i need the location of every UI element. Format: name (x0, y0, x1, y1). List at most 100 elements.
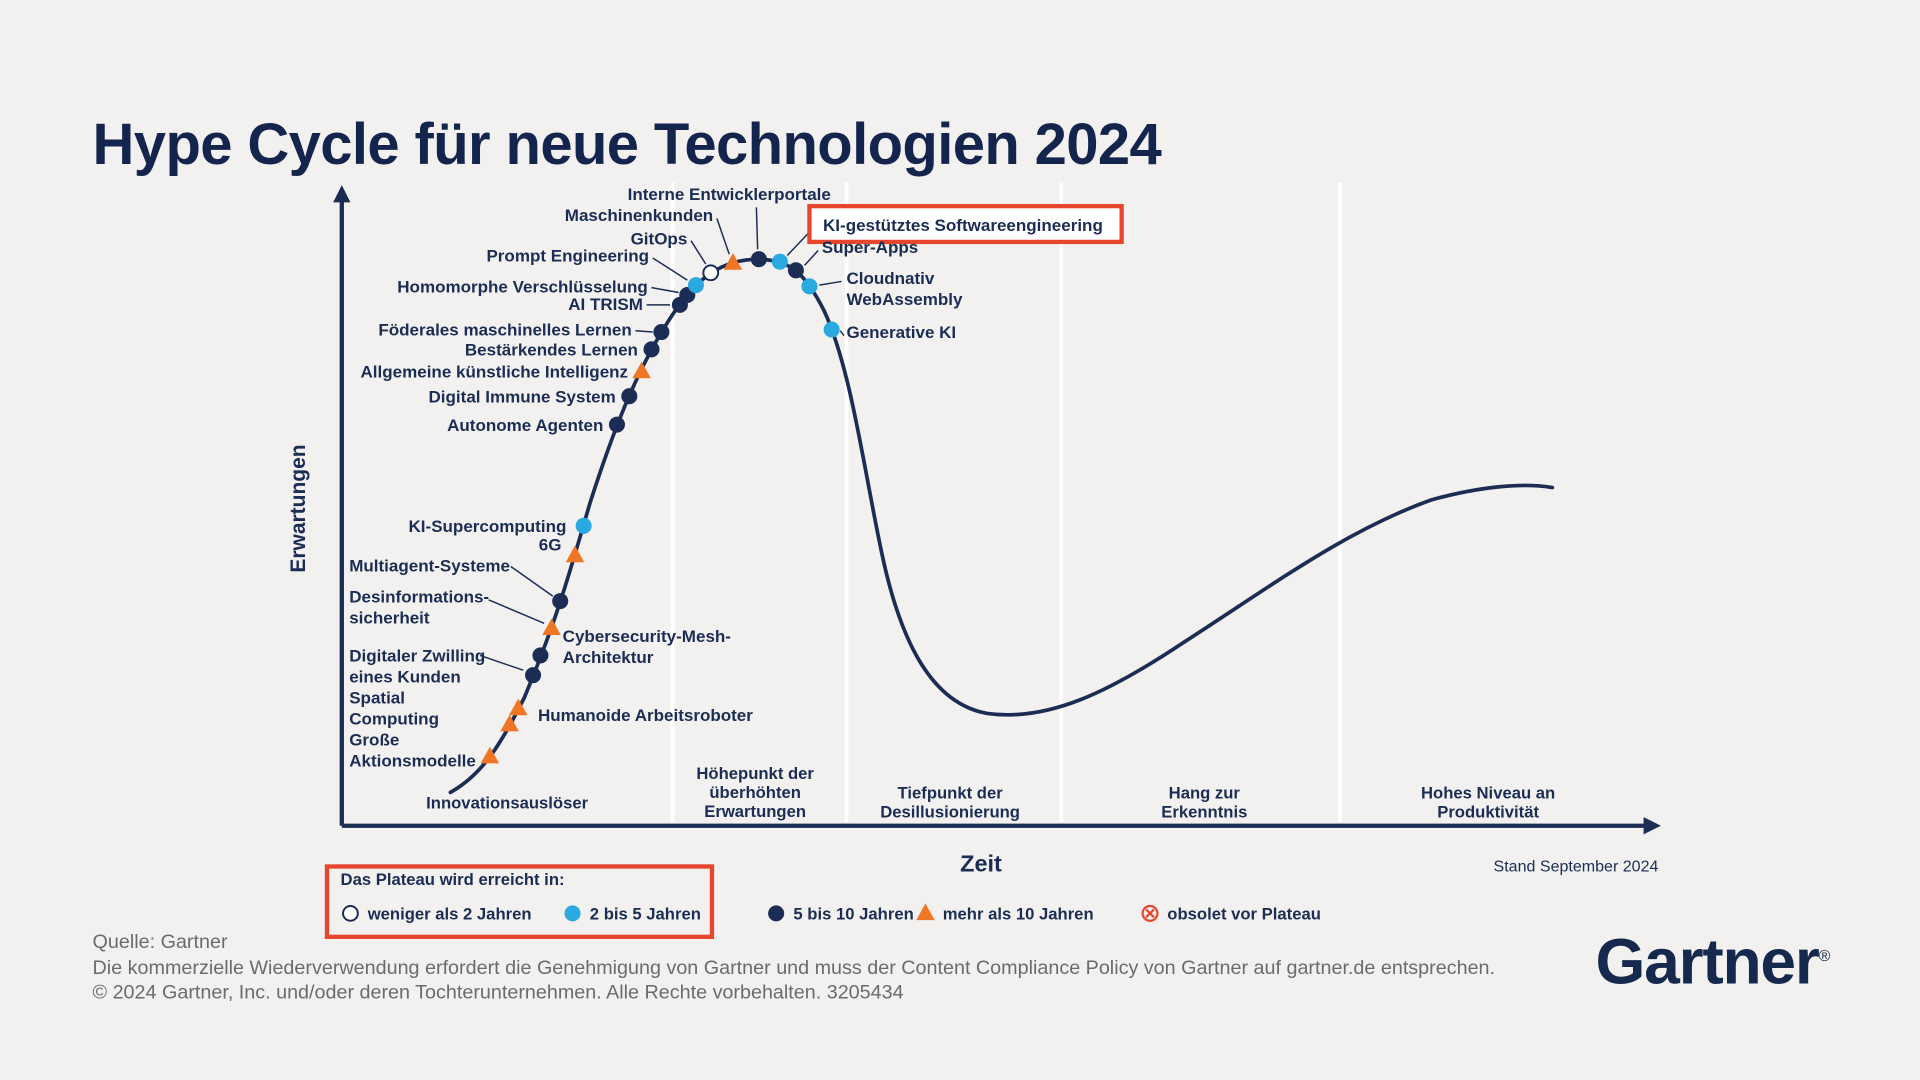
point-marker-5to10 (643, 341, 660, 358)
label-connector (803, 250, 819, 266)
label-connector (690, 240, 707, 265)
phase-label-2: Tiefpunkt der (898, 784, 1004, 803)
legend-marker-less2 (342, 904, 359, 922)
label-connector (786, 231, 810, 257)
point-marker-more10 (542, 618, 561, 636)
footer: Quelle: Gartner Die kommerzielle Wiederv… (93, 931, 1495, 1007)
gartner-logo-text: Gartner (1595, 926, 1819, 999)
phase-label-3: Hang zur (1169, 784, 1241, 803)
point-marker-more10 (500, 714, 519, 732)
label-connector (755, 207, 759, 250)
point-marker-5to10 (525, 667, 542, 684)
phase-label-1: überhöhten (709, 783, 801, 802)
point-marker-more10 (480, 746, 500, 764)
phase-label-1: Höhepunkt der (696, 764, 814, 783)
point-marker-more10 (723, 253, 743, 270)
point-label: sicherheit (349, 608, 430, 627)
point-marker-2to5 (687, 277, 704, 294)
point-marker-5to10 (750, 251, 767, 268)
footer-license: Die kommerzielle Wiederverwendung erford… (92, 957, 1496, 979)
point-marker-more10 (632, 361, 651, 379)
point-label: Digital Immune System (429, 387, 616, 406)
phase-label-4: Hohes Niveau an (1421, 784, 1555, 803)
legend-marker-x-glyph (1145, 908, 1155, 919)
highlight-box (807, 203, 1124, 245)
x-axis-arrow-icon (1643, 817, 1661, 835)
registered-trademark-icon: ® (1818, 946, 1831, 965)
label-connector (488, 599, 545, 624)
point-marker-more10 (508, 698, 528, 716)
point-marker-5to10 (552, 593, 569, 610)
as-of-label: Stand September 2024 (1494, 857, 1659, 875)
point-label: 6G (539, 535, 562, 554)
point-label: Prompt Engineering (486, 247, 649, 266)
point-label: KI-gestütztes Softwareengineering (823, 216, 1103, 235)
label-connector (819, 280, 842, 286)
point-marker-5to10 (787, 262, 804, 279)
legend-label-2to5: 2 bis 5 Jahren (590, 905, 701, 924)
point-label: KI-Supercomputing (409, 517, 567, 536)
legend-marker-obsolete (1141, 904, 1159, 922)
label-connector (839, 330, 845, 337)
point-marker-2to5 (771, 253, 788, 270)
point-label: eines Kunden (349, 668, 461, 687)
point-label: Cybersecurity-Mesh- (563, 627, 731, 646)
legend-marker-5to10 (768, 905, 785, 922)
point-label: Desinformations- (349, 587, 489, 606)
phase-label-4: Produktivität (1437, 803, 1539, 822)
legend-label-obsolete: obsolet vor Plateau (1167, 905, 1321, 924)
phase-label-1: Erwartungen (704, 802, 806, 821)
point-label: Föderales maschinelles Lernen (378, 321, 631, 340)
legend-title: Das Plateau wird erreicht in: (341, 870, 565, 889)
label-connector (635, 330, 653, 333)
point-marker-5to10 (608, 416, 625, 433)
y-axis-title: Erwartungen (287, 444, 310, 572)
point-marker-less2 (702, 264, 720, 282)
point-label: Große (349, 731, 399, 750)
legend-label-5to10: 5 bis 10 Jahren (793, 905, 913, 924)
point-label: Allgemeine künstliche Intelligenz (361, 363, 629, 382)
footer-source: Quelle: Gartner (92, 931, 228, 953)
label-connector (652, 257, 688, 281)
gartner-logo: Gartner® (1595, 926, 1831, 1000)
footer-copyright: © 2024 Gartner, Inc. und/oder deren Toch… (92, 982, 904, 1004)
point-label: Super-Apps (822, 238, 918, 257)
legend-highlight-box (324, 864, 715, 939)
phase-label-3: Erkenntnis (1161, 803, 1247, 822)
page-title: Hype Cycle für neue Technologien 2024 (92, 111, 1162, 178)
legend-label-less2: weniger als 2 Jahren (367, 905, 532, 924)
phase-label-0: Innovationsauslöser (426, 793, 588, 812)
point-label: AI TRISM (568, 295, 643, 314)
point-marker-5to10 (653, 324, 670, 341)
point-label: Computing (349, 710, 439, 729)
phase-label-2: Desillusionierung (880, 803, 1020, 822)
point-label: Humanoide Arbeitsroboter (538, 706, 753, 725)
point-marker-2to5 (575, 517, 592, 534)
point-label: Multiagent-Systeme (349, 556, 510, 575)
legend-marker-2to5 (564, 905, 581, 922)
point-label: Architektur (563, 648, 654, 667)
point-label: WebAssembly (846, 290, 963, 309)
point-label: Bestärkendes Lernen (465, 340, 638, 359)
legend-marker-more10 (916, 903, 935, 921)
legend-label-more10: mehr als 10 Jahren (943, 905, 1094, 924)
label-connector (716, 218, 730, 255)
point-marker-5to10 (621, 388, 638, 405)
point-label: Homomorphe Verschlüsselung (397, 278, 648, 297)
label-connector (510, 565, 554, 597)
point-label: GitOps (631, 229, 688, 248)
point-marker-more10 (565, 545, 585, 563)
point-label: Spatial (349, 689, 405, 708)
label-connector (479, 654, 524, 671)
point-marker-5to10 (532, 647, 549, 664)
point-marker-2to5 (801, 278, 818, 295)
point-label: Maschinenkunden (565, 206, 713, 225)
point-label: Digitaler Zwilling (349, 647, 485, 666)
y-axis-arrow-icon (333, 185, 351, 203)
point-label: Aktionsmodelle (349, 751, 476, 770)
point-marker-2to5 (823, 321, 840, 338)
label-connector (651, 286, 679, 294)
point-label: Cloudnativ (846, 269, 934, 288)
